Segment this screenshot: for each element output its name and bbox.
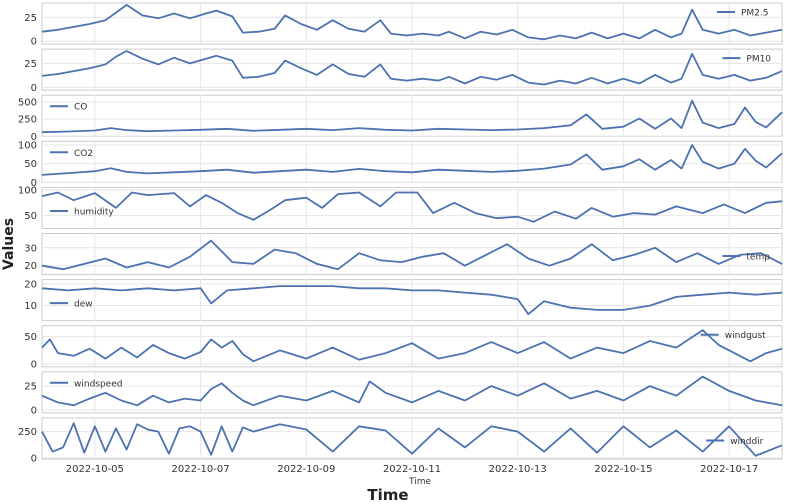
y-tick-label: 25 [24, 13, 37, 24]
series-line-pm10 [41, 50, 783, 86]
y-tick-label: 20 [24, 279, 37, 290]
series-line-co2 [41, 144, 783, 176]
y-tick-label: 0 [31, 360, 37, 371]
y-tick-label: 30 [24, 243, 37, 254]
panel-pm10: 0 25 PM10 [24, 48, 783, 94]
x-tick-label: 2022-10-07 [172, 464, 230, 475]
legend-label: CO [74, 103, 87, 113]
x-tick-label: 2022-10-13 [489, 464, 547, 475]
x-axis-label-small: Time [408, 477, 431, 487]
series-line-humidity [41, 191, 783, 223]
legend-label: humidity [74, 207, 114, 217]
x-tick-label: 2022-10-11 [383, 464, 441, 475]
y-tick-label: 500 [18, 98, 37, 109]
panel-temp: 20 30 temp [24, 233, 783, 276]
legend-winddir: winddir [706, 437, 764, 447]
legend-temp: temp [722, 253, 770, 263]
x-tick-label: 2022-10-17 [700, 464, 758, 475]
legend-windgust: windgust [700, 331, 766, 341]
y-tick-label: 250 [18, 427, 37, 438]
legend-label: winddir [730, 437, 763, 447]
panel-co2: 0 50 100 CO2 [18, 141, 783, 189]
series-line-co [41, 99, 783, 134]
x-tick-label: 2022-10-05 [66, 464, 124, 475]
series-line-windgust [41, 329, 783, 363]
panel-humidity: 50 100 humidity [18, 185, 783, 229]
series-line-pm2-5 [41, 4, 783, 41]
x-tick-label: 2022-10-09 [277, 464, 335, 475]
y-tick-label: 0 [31, 132, 37, 143]
series-line-temp [41, 239, 783, 271]
legend-pm2-5: PM2.5 [717, 9, 769, 19]
legend-label: windspeed [74, 379, 122, 389]
y-tick-label: 100 [18, 141, 37, 152]
legend-windspeed: windspeed [50, 379, 122, 389]
panel-pm2-5: 0 25 PM2.5 [24, 2, 783, 48]
y-tick-label: 0 [31, 406, 37, 417]
y-tick-label: 25 [24, 59, 37, 70]
y-tick-label: 100 [18, 185, 37, 196]
x-axis-label-big: Time [367, 486, 408, 504]
panel-winddir: 0 250 winddir [18, 417, 783, 464]
y-tick-label: 50 [24, 332, 37, 343]
y-tick-label: 0 [31, 83, 37, 94]
y-tick-label: 50 [24, 159, 37, 170]
legend-dew: dew [50, 300, 93, 310]
y-axis-label: Values [1, 218, 17, 270]
y-tick-label: 0 [31, 178, 37, 189]
legend-pm10: PM10 [722, 55, 771, 65]
x-tick-label: 2022-10-15 [594, 464, 652, 475]
panel-dew: 10 20 dew [24, 279, 783, 322]
legend-label: temp [746, 253, 770, 263]
panel-co: 0 250 500 CO [18, 94, 783, 143]
legend-label: PM2.5 [741, 9, 769, 19]
legend-humidity: humidity [50, 207, 114, 217]
legend-label: PM10 [746, 55, 771, 65]
panel-windspeed: 0 25 windspeed [24, 371, 783, 417]
series-line-winddir [41, 422, 783, 457]
x-axis-ticks: 2022-10-05 2022-10-07 2022-10-09 2022-10-11… [66, 464, 758, 475]
panel-windgust: 0 50 windgust [24, 325, 783, 371]
legend-label: dew [74, 300, 93, 310]
y-tick-label: 25 [24, 382, 37, 393]
legend-label: CO2 [74, 149, 93, 159]
y-tick-label: 0 [31, 453, 37, 464]
y-tick-label: 10 [24, 301, 37, 312]
legend-co2: CO2 [50, 149, 93, 159]
series-line-windspeed [41, 375, 783, 407]
legend-label: windgust [725, 331, 766, 341]
legend-co: CO [50, 103, 87, 113]
series-line-dew [41, 285, 783, 316]
y-tick-label: 20 [24, 261, 37, 272]
y-tick-label: 50 [24, 211, 37, 222]
y-tick-label: 0 [31, 37, 37, 48]
y-tick-label: 250 [18, 115, 37, 126]
